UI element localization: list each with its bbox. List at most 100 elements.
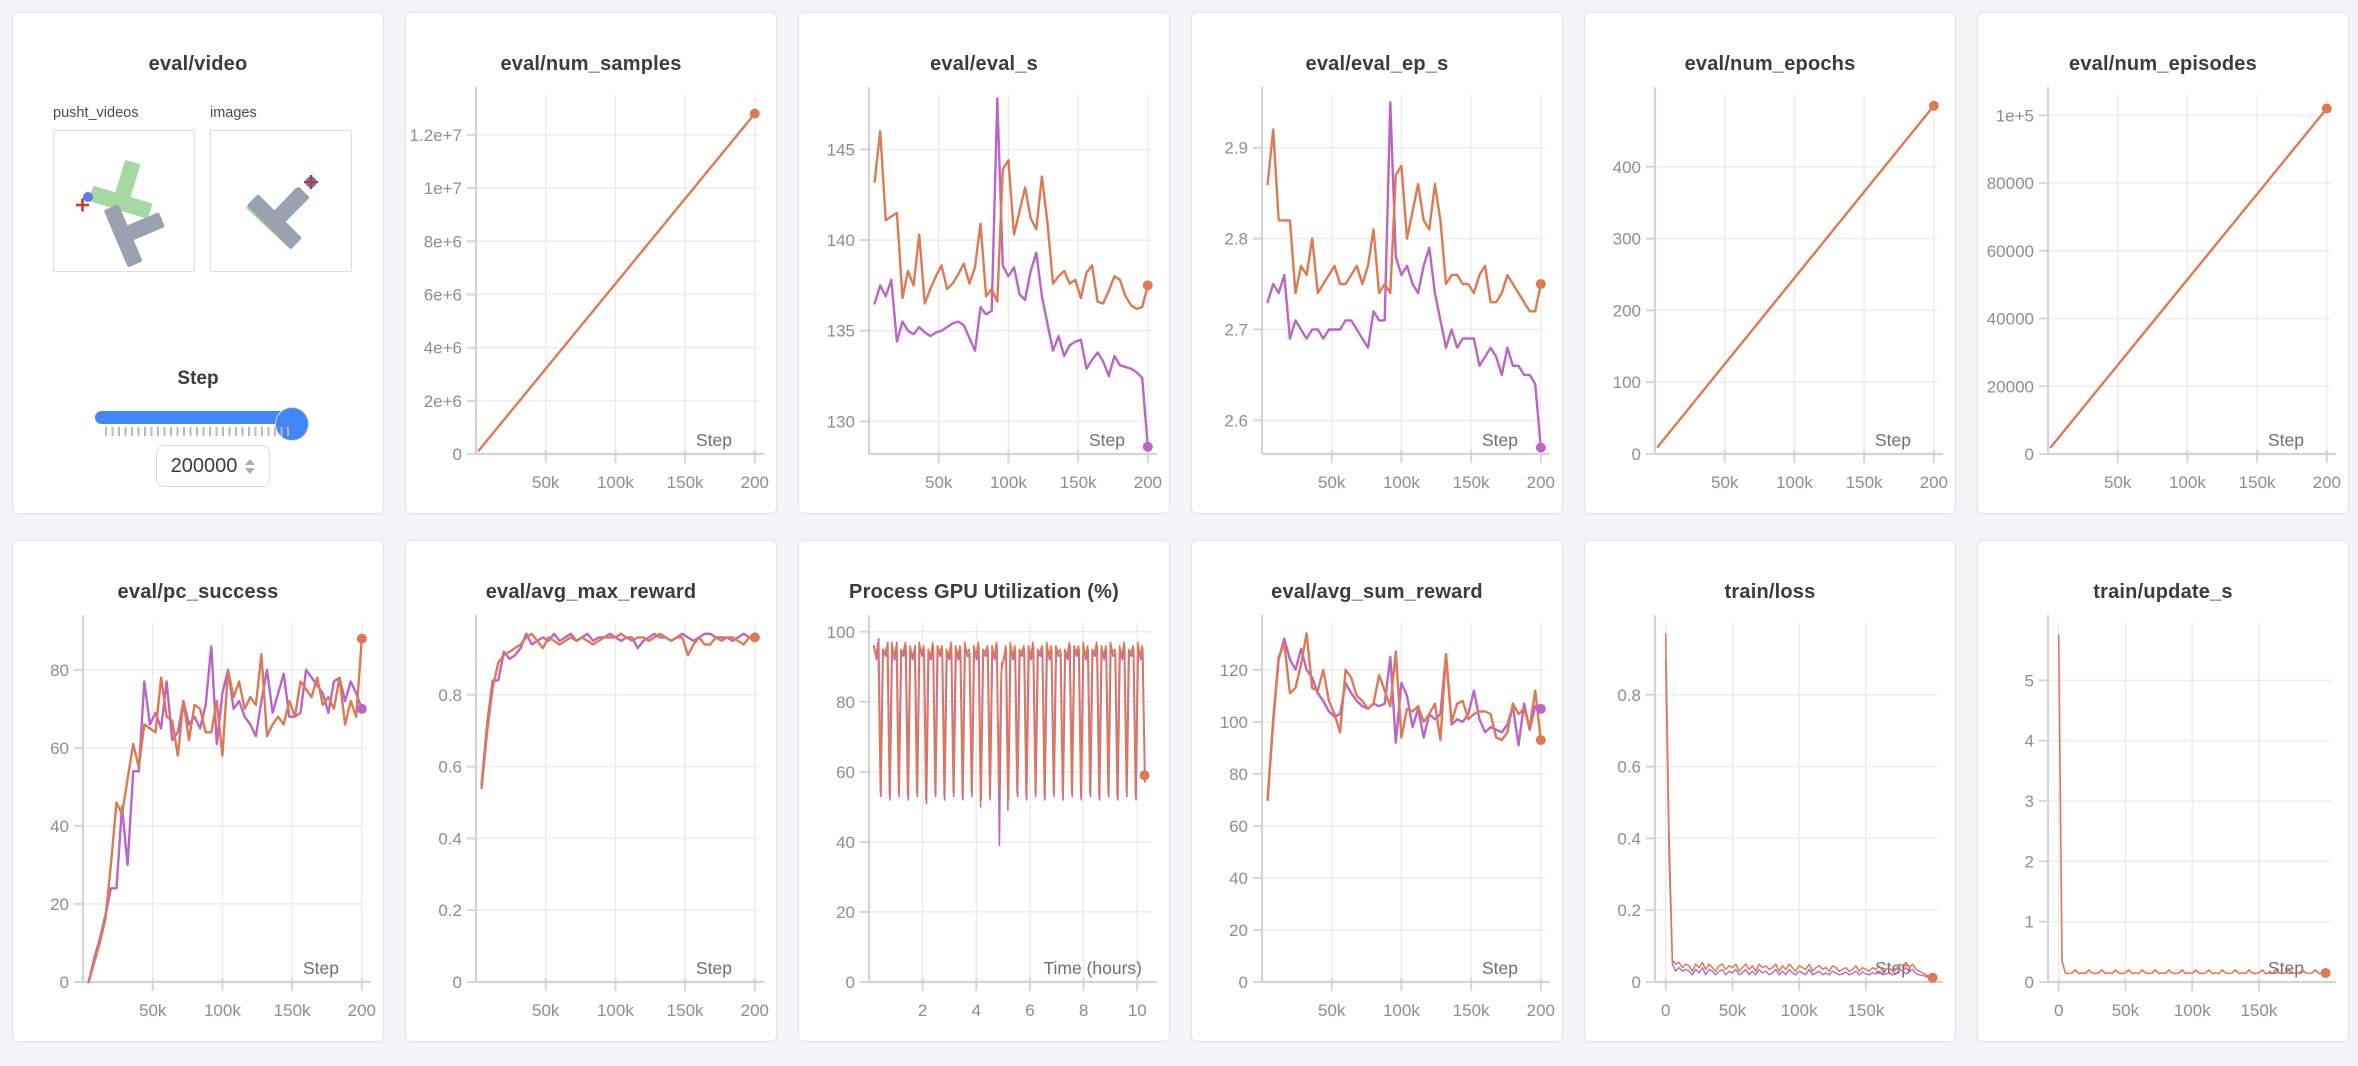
svg-text:50k: 50k <box>532 1001 560 1020</box>
panel-train-update-s: train/update_s 0 50k 100k 150k 0 1 2 3 4 5 Step <box>1977 540 2349 1042</box>
chart-title: eval/eval_s <box>930 53 1038 75</box>
svg-text:20: 20 <box>1229 921 1248 940</box>
svg-text:50k: 50k <box>2104 473 2132 492</box>
svg-text:Step: Step <box>2268 430 2304 450</box>
chart-title: Process GPU Utilization (%) <box>849 581 1119 603</box>
svg-text:4: 4 <box>972 1001 981 1020</box>
chart-eval-num-epochs[interactable]: 50k 100k 150k 200 0 100 200 300 400 Step <box>1585 13 1956 514</box>
svg-text:0.6: 0.6 <box>1617 758 1641 777</box>
chevron-down-icon[interactable] <box>245 467 256 474</box>
svg-text:0.6: 0.6 <box>438 758 462 777</box>
panel-eval-num-epochs: eval/num_epochs 50k 100k 150k 200 0 100 200 300… <box>1584 12 1956 514</box>
svg-text:1e+5: 1e+5 <box>1996 106 2034 125</box>
svg-text:200: 200 <box>741 1001 769 1020</box>
svg-text:0: 0 <box>1632 445 1641 464</box>
target-cross-icon <box>304 175 318 189</box>
svg-text:100k: 100k <box>1383 1001 1420 1020</box>
svg-text:150k: 150k <box>1453 1001 1490 1020</box>
svg-text:100k: 100k <box>597 473 634 492</box>
svg-text:Step: Step <box>696 958 732 978</box>
svg-text:100: 100 <box>1220 713 1248 732</box>
svg-text:50k: 50k <box>139 1001 167 1020</box>
svg-text:80: 80 <box>1229 765 1248 784</box>
svg-text:200: 200 <box>1134 473 1162 492</box>
chart-eval-pc-success[interactable]: 50k 100k 150k 200 0 20 40 60 80 Step <box>13 541 384 1042</box>
svg-text:0: 0 <box>846 973 855 992</box>
chart-eval-eval-s[interactable]: 50k 100k 150k 200 130 135 140 145 Step <box>799 13 1170 514</box>
media-pusht-videos[interactable]: pusht_videos <box>53 105 195 272</box>
svg-text:40000: 40000 <box>1987 310 2034 329</box>
svg-text:8e+6: 8e+6 <box>424 232 462 251</box>
chart-train-update-s[interactable]: 0 50k 100k 150k 0 1 2 3 4 5 Step <box>1978 541 2349 1042</box>
step-slider[interactable] <box>95 405 309 441</box>
svg-text:60: 60 <box>836 763 855 782</box>
svg-text:50k: 50k <box>1318 1001 1346 1020</box>
svg-text:200: 200 <box>741 473 769 492</box>
svg-text:6: 6 <box>1025 1001 1034 1020</box>
svg-text:2.6: 2.6 <box>1224 411 1248 430</box>
svg-text:0.8: 0.8 <box>438 686 462 705</box>
svg-text:1: 1 <box>2025 913 2034 932</box>
chart-title: train/loss <box>1724 581 1816 603</box>
svg-text:50k: 50k <box>1318 473 1346 492</box>
chart-eval-eval-ep-s[interactable]: 50k 100k 150k 200 2.6 2.7 2.8 2.9 Step <box>1192 13 1563 514</box>
step-slider-thumb[interactable] <box>275 407 309 441</box>
svg-text:100k: 100k <box>204 1001 241 1020</box>
svg-text:150k: 150k <box>1846 473 1883 492</box>
svg-text:200: 200 <box>2313 473 2341 492</box>
chart-eval-num-episodes[interactable]: 50k 100k 150k 200 0 20000 40000 60000 80000 1e+5 S… <box>1978 13 2349 514</box>
panel-eval-num-episodes: eval/num_episodes 50k 100k 150k 200 0 20000 40… <box>1977 12 2349 514</box>
panel-process-gpu-utilization: Process GPU Utilization (%) 2 4 6 8 10 0 20 40 6… <box>798 540 1170 1042</box>
media-images[interactable]: images <box>210 105 352 272</box>
step-slider-track[interactable] <box>95 407 309 441</box>
step-input-value[interactable]: 200000 <box>170 454 238 477</box>
svg-text:4e+6: 4e+6 <box>424 339 462 358</box>
target-cross-icon <box>76 198 89 212</box>
svg-text:0: 0 <box>2054 1001 2063 1020</box>
svg-text:100k: 100k <box>1383 473 1420 492</box>
svg-text:0: 0 <box>1239 973 1248 992</box>
svg-text:150k: 150k <box>2239 473 2276 492</box>
chart-eval-num-samples[interactable]: 50k 100k 150k 200 0 2e+6 4e+6 6e+6 8e+6 1e+7 1.2e+… <box>406 13 777 514</box>
svg-text:Step: Step <box>2268 958 2304 978</box>
svg-text:100k: 100k <box>2174 1001 2211 1020</box>
pusht-scene <box>246 175 318 250</box>
svg-text:200: 200 <box>1527 1001 1555 1020</box>
chart-train-loss[interactable]: 0 50k 100k 150k 0 0.2 0.4 0.6 0.8 Step <box>1585 541 1956 1042</box>
svg-text:60: 60 <box>50 739 69 758</box>
step-slider-ruler <box>105 427 293 436</box>
svg-text:200: 200 <box>1920 473 1948 492</box>
svg-text:Step: Step <box>1089 430 1125 450</box>
block-t-shape <box>247 187 309 249</box>
svg-text:0: 0 <box>60 973 69 992</box>
step-input[interactable]: 200000 <box>156 445 270 487</box>
pusht-video-thumbnail[interactable] <box>53 130 195 272</box>
svg-text:2: 2 <box>2025 852 2034 871</box>
svg-text:1.2e+7: 1.2e+7 <box>410 126 462 145</box>
svg-text:Step: Step <box>1875 430 1911 450</box>
chart-eval-avg-sum-reward[interactable]: 50k 100k 150k 200 0 20 40 60 80 100 120 Step <box>1192 541 1563 1042</box>
svg-text:0: 0 <box>453 445 462 464</box>
step-slider-label: Step <box>177 368 219 389</box>
svg-text:100k: 100k <box>2169 473 2206 492</box>
images-thumbnail[interactable] <box>210 130 352 272</box>
panel-eval-eval-s: eval/eval_s 50k 100k 150k 200 130 135 140 145 St… <box>798 12 1170 514</box>
svg-text:4: 4 <box>2025 732 2034 751</box>
svg-text:50k: 50k <box>1719 1001 1747 1020</box>
chart-eval-avg-max-reward[interactable]: 50k 100k 150k 200 0 0.2 0.4 0.6 0.8 Step <box>406 541 777 1042</box>
chevron-up-icon[interactable] <box>245 458 256 465</box>
svg-text:50k: 50k <box>532 473 560 492</box>
step-input-spinner[interactable] <box>245 458 256 474</box>
panel-eval-avg-sum-reward: eval/avg_sum_reward 50k 100k 150k 200 0 20 40 6… <box>1191 540 1563 1042</box>
panel-eval-avg-max-reward: eval/avg_max_reward 50k 100k 150k 200 0 0.2 0.… <box>405 540 777 1042</box>
svg-text:120: 120 <box>1220 661 1248 680</box>
svg-text:150k: 150k <box>1847 1001 1884 1020</box>
svg-text:50k: 50k <box>925 473 953 492</box>
svg-text:100k: 100k <box>597 1001 634 1020</box>
chart-title: eval/num_episodes <box>2069 53 2257 75</box>
svg-text:200: 200 <box>1527 473 1555 492</box>
panel-eval-num-samples: eval/num_samples 50k 100k 150k 200 0 2e+6 4e+6… <box>405 12 777 514</box>
svg-text:2.8: 2.8 <box>1224 230 1248 249</box>
